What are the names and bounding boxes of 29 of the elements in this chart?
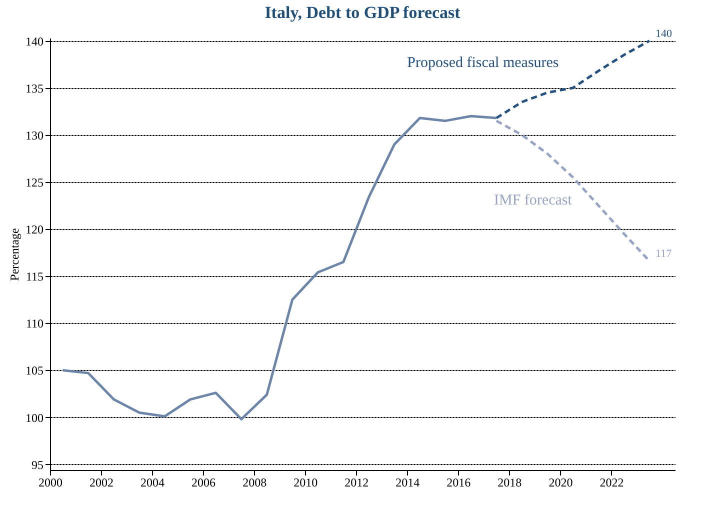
series-label: Proposed fiscal measures [407, 54, 559, 71]
data-label: 140 [655, 28, 672, 40]
y-tick-label: 130 [26, 128, 44, 142]
x-tick-label: 2008 [242, 476, 267, 490]
y-tick-label: 120 [26, 222, 44, 237]
y-tick-label: 105 [26, 364, 44, 378]
x-tick-label: 2000 [38, 476, 62, 490]
data-label: 117 [655, 248, 672, 260]
x-tick-label: 2010 [294, 476, 318, 490]
x-tick-label: 2002 [90, 476, 114, 490]
y-tick-label: 125 [26, 176, 44, 190]
y-tick-label: 135 [26, 81, 44, 96]
x-tick-label: 2016 [446, 476, 471, 490]
y-tick-label: 100 [26, 410, 44, 425]
y-tick-label: 95 [32, 458, 44, 472]
x-tick-label: 2018 [498, 476, 522, 490]
x-tick-label: 2004 [140, 476, 165, 490]
y-tick-label: 140 [26, 34, 44, 48]
chart-title: Italy, Debt to GDP forecast [264, 2, 461, 22]
x-tick-label: 2006 [192, 476, 216, 490]
y-tick-label: 110 [26, 316, 44, 331]
y-tick-label: 115 [26, 270, 44, 284]
x-tick-label: 2022 [600, 476, 624, 490]
x-tick-label: 2014 [396, 476, 420, 490]
line-series [495, 120, 651, 262]
y-axis-title: Percentage [8, 228, 22, 281]
x-tick-label: 2012 [344, 476, 369, 490]
series-label: IMF forecast [494, 192, 573, 208]
x-tick-label: 2020 [548, 476, 573, 490]
